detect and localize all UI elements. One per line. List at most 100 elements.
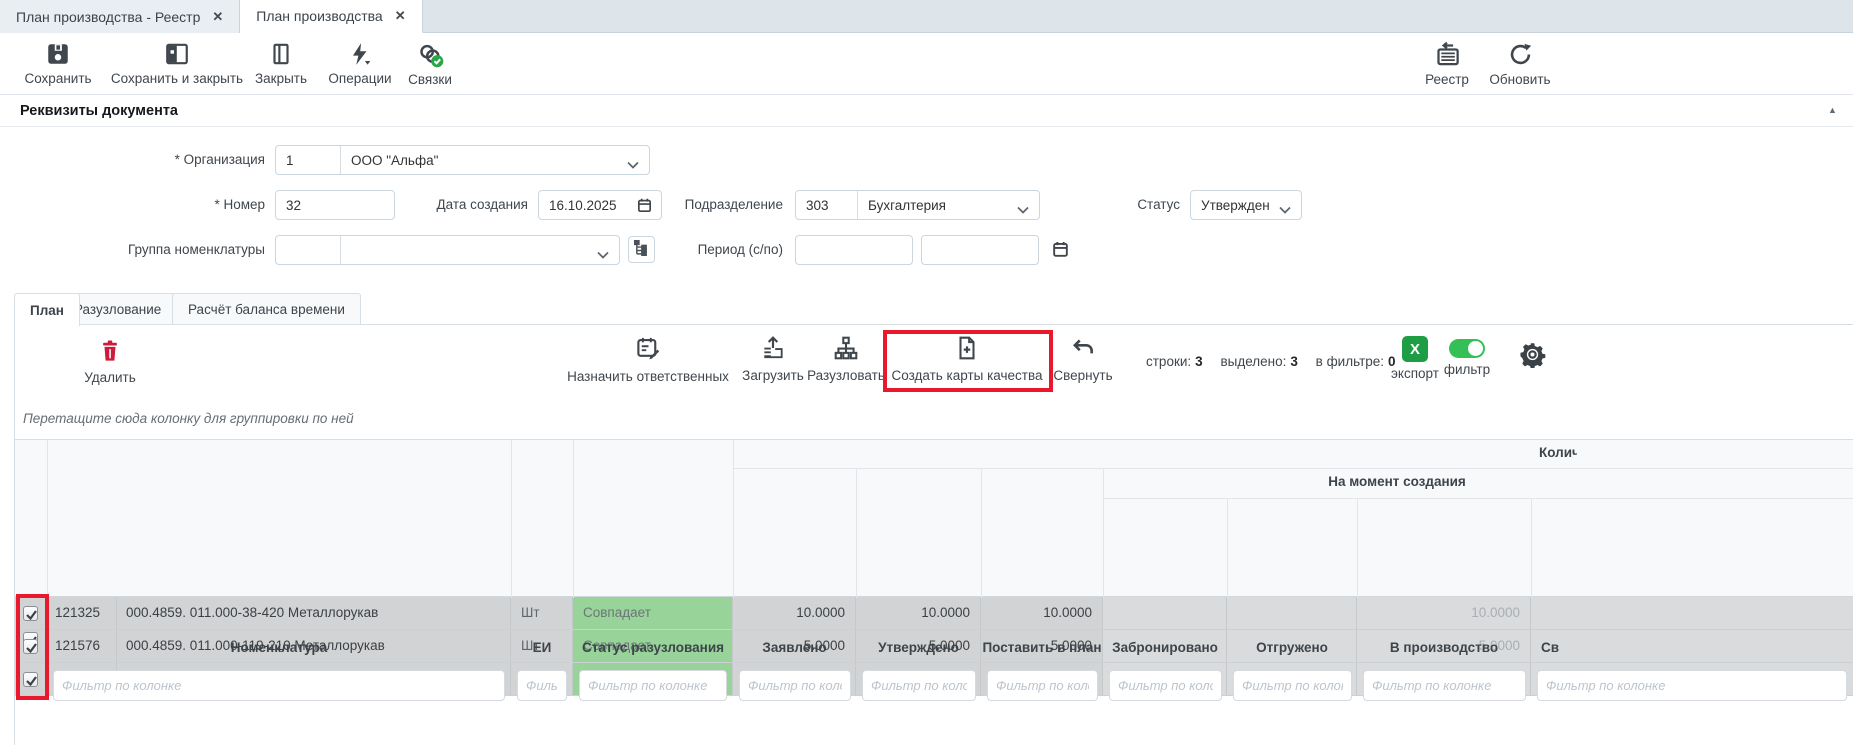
calendar-pencil-icon bbox=[635, 335, 662, 365]
period-from-input[interactable] bbox=[795, 235, 913, 265]
filter-nomenclature-input[interactable] bbox=[53, 670, 505, 701]
period-to-input[interactable] bbox=[921, 235, 1039, 265]
filter-last-input[interactable] bbox=[1537, 670, 1847, 701]
close-tab-icon[interactable]: ✕ bbox=[395, 8, 406, 24]
registry-list-icon bbox=[1434, 41, 1461, 68]
col-last-partial[interactable]: Св bbox=[1531, 612, 1651, 662]
create-quality-cards-button[interactable]: Создать карты качества bbox=[887, 335, 1047, 383]
col-unit[interactable]: ЕИ bbox=[511, 612, 573, 662]
department-code: 303 bbox=[796, 191, 858, 219]
save-button[interactable]: Сохранить bbox=[14, 41, 102, 86]
row-checkbox[interactable] bbox=[23, 639, 38, 654]
refresh-button[interactable]: Обновить bbox=[1488, 41, 1552, 87]
close-label: Закрыть bbox=[255, 71, 307, 86]
registry-button[interactable]: Реестр bbox=[1418, 41, 1476, 87]
document-tabbar: План производства - Реестр ✕ План произв… bbox=[0, 0, 1853, 33]
decompose-label: Разузловать bbox=[807, 368, 885, 383]
door-close-icon bbox=[268, 41, 294, 67]
doc-tab-plan-registry[interactable]: План производства - Реестр ✕ bbox=[0, 0, 240, 33]
rows-count-value: 3 bbox=[1195, 354, 1203, 369]
filter-unit-input[interactable] bbox=[517, 670, 567, 701]
create-quality-cards-label: Создать карты качества bbox=[891, 368, 1042, 383]
filter-shipped-input[interactable] bbox=[1233, 670, 1352, 701]
selected-count-label: выделено: bbox=[1220, 354, 1286, 369]
plan-tab-panel: Удалить Назначить ответственных Загрузит… bbox=[14, 324, 1853, 745]
col-declared[interactable]: Заявлено bbox=[733, 612, 856, 662]
number-value: 32 bbox=[286, 198, 301, 213]
col-in-production[interactable]: В производство bbox=[1357, 612, 1531, 662]
filter-approved-input[interactable] bbox=[862, 670, 976, 701]
export-label: экспорт bbox=[1391, 366, 1439, 381]
col-to-plan[interactable]: Поставить в план bbox=[981, 612, 1103, 662]
rows-count-label: строки: bbox=[1146, 354, 1191, 369]
chevron-down-icon[interactable] bbox=[1279, 202, 1291, 217]
tab-decomposition-label: Разузлование bbox=[74, 302, 161, 317]
settings-gear-icon[interactable] bbox=[1519, 341, 1546, 373]
collapse-panel-icon[interactable]: ▲ bbox=[1828, 105, 1837, 115]
department-combo[interactable]: 303 Бухгалтерия bbox=[795, 190, 1040, 220]
row-checkbox[interactable] bbox=[23, 672, 38, 687]
decompose-button[interactable]: Разузловать bbox=[791, 335, 901, 383]
filter-toggle-icon[interactable] bbox=[1449, 339, 1485, 358]
trash-icon bbox=[99, 339, 121, 366]
band-at-creation: На момент создания bbox=[1328, 474, 1466, 489]
organization-label: * Организация bbox=[60, 145, 265, 175]
main-toolbar: Сохранить Сохранить и закрыть Закрыть Оп… bbox=[0, 33, 1853, 95]
col-reserved[interactable]: Забронировано bbox=[1103, 612, 1227, 662]
save-label: Сохранить bbox=[24, 71, 91, 86]
filter-toggle-button[interactable]: фильтр bbox=[1437, 339, 1497, 377]
selected-count-value: 3 bbox=[1290, 354, 1298, 369]
nomenclature-group-combo[interactable] bbox=[275, 235, 620, 265]
group-by-hint: Перетащите сюда колонку для группировки … bbox=[23, 411, 354, 426]
save-and-close-button[interactable]: Сохранить и закрыть bbox=[106, 41, 248, 86]
filter-toggle-label: фильтр bbox=[1444, 362, 1490, 377]
link-icon bbox=[417, 41, 444, 68]
nomenclature-group-code bbox=[276, 236, 341, 264]
col-nomenclature[interactable]: Номенклатура bbox=[47, 612, 511, 662]
requisites-header: Реквизиты документа ▲ bbox=[0, 96, 1853, 127]
delete-button[interactable]: Удалить bbox=[70, 339, 150, 385]
org-tree-icon bbox=[833, 335, 859, 364]
row-checkbox[interactable] bbox=[23, 606, 38, 621]
filter-reserved-input[interactable] bbox=[1109, 670, 1222, 701]
col-shipped[interactable]: Отгружено bbox=[1227, 612, 1357, 662]
department-name: Бухгалтерия bbox=[858, 191, 946, 219]
assign-responsible-label: Назначить ответственных bbox=[567, 369, 729, 384]
doc-tab-label: План производства bbox=[256, 8, 382, 24]
filter-to-plan-input[interactable] bbox=[987, 670, 1098, 701]
registry-label: Реестр bbox=[1425, 72, 1469, 87]
organization-combo[interactable]: 1 ООО "Альфа" bbox=[275, 145, 650, 175]
grid-header: Количество На момент создания Номенклату… bbox=[15, 439, 1853, 597]
department-label: Подразделение bbox=[600, 190, 783, 220]
col-approved[interactable]: Утверждено bbox=[856, 612, 981, 662]
links-button[interactable]: Связки bbox=[402, 41, 458, 87]
save-and-close-label: Сохранить и закрыть bbox=[111, 71, 243, 86]
close-button[interactable]: Закрыть bbox=[250, 41, 312, 86]
period-calendar-icon[interactable] bbox=[1051, 240, 1070, 264]
period-label: Период (с/по) bbox=[600, 235, 783, 265]
collapse-rows-button[interactable]: Свернуть bbox=[1038, 335, 1128, 383]
close-tab-icon[interactable]: ✕ bbox=[212, 9, 223, 25]
plan-grid: Количество На момент создания Номенклату… bbox=[15, 439, 1853, 696]
tab-plan[interactable]: План bbox=[14, 293, 80, 326]
doc-tab-plan[interactable]: План производства ✕ bbox=[240, 0, 422, 33]
collapse-rows-label: Свернуть bbox=[1053, 368, 1112, 383]
organization-name: ООО "Альфа" bbox=[341, 146, 438, 174]
operations-button[interactable]: Операции bbox=[326, 41, 394, 86]
status-combo[interactable]: Утвержден bbox=[1190, 190, 1302, 220]
delete-label: Удалить bbox=[84, 370, 136, 385]
number-input[interactable]: 32 bbox=[275, 190, 395, 220]
status-value: Утвержден bbox=[1201, 198, 1270, 213]
tab-plan-label: План bbox=[30, 303, 64, 318]
operations-label: Операции bbox=[328, 71, 391, 86]
save-and-close-icon bbox=[164, 41, 190, 67]
chevron-down-icon[interactable] bbox=[627, 157, 639, 172]
chevron-down-icon[interactable] bbox=[1017, 202, 1029, 217]
assign-responsible-button[interactable]: Назначить ответственных bbox=[548, 335, 748, 384]
tab-time-balance[interactable]: Расчёт баланса времени bbox=[172, 293, 361, 325]
filter-status-input[interactable] bbox=[579, 670, 727, 701]
filter-declared-input[interactable] bbox=[739, 670, 851, 701]
creation-date-label: Дата создания bbox=[395, 190, 528, 220]
col-status[interactable]: Статус разузлования bbox=[573, 612, 733, 662]
filter-in-production-input[interactable] bbox=[1363, 670, 1526, 701]
